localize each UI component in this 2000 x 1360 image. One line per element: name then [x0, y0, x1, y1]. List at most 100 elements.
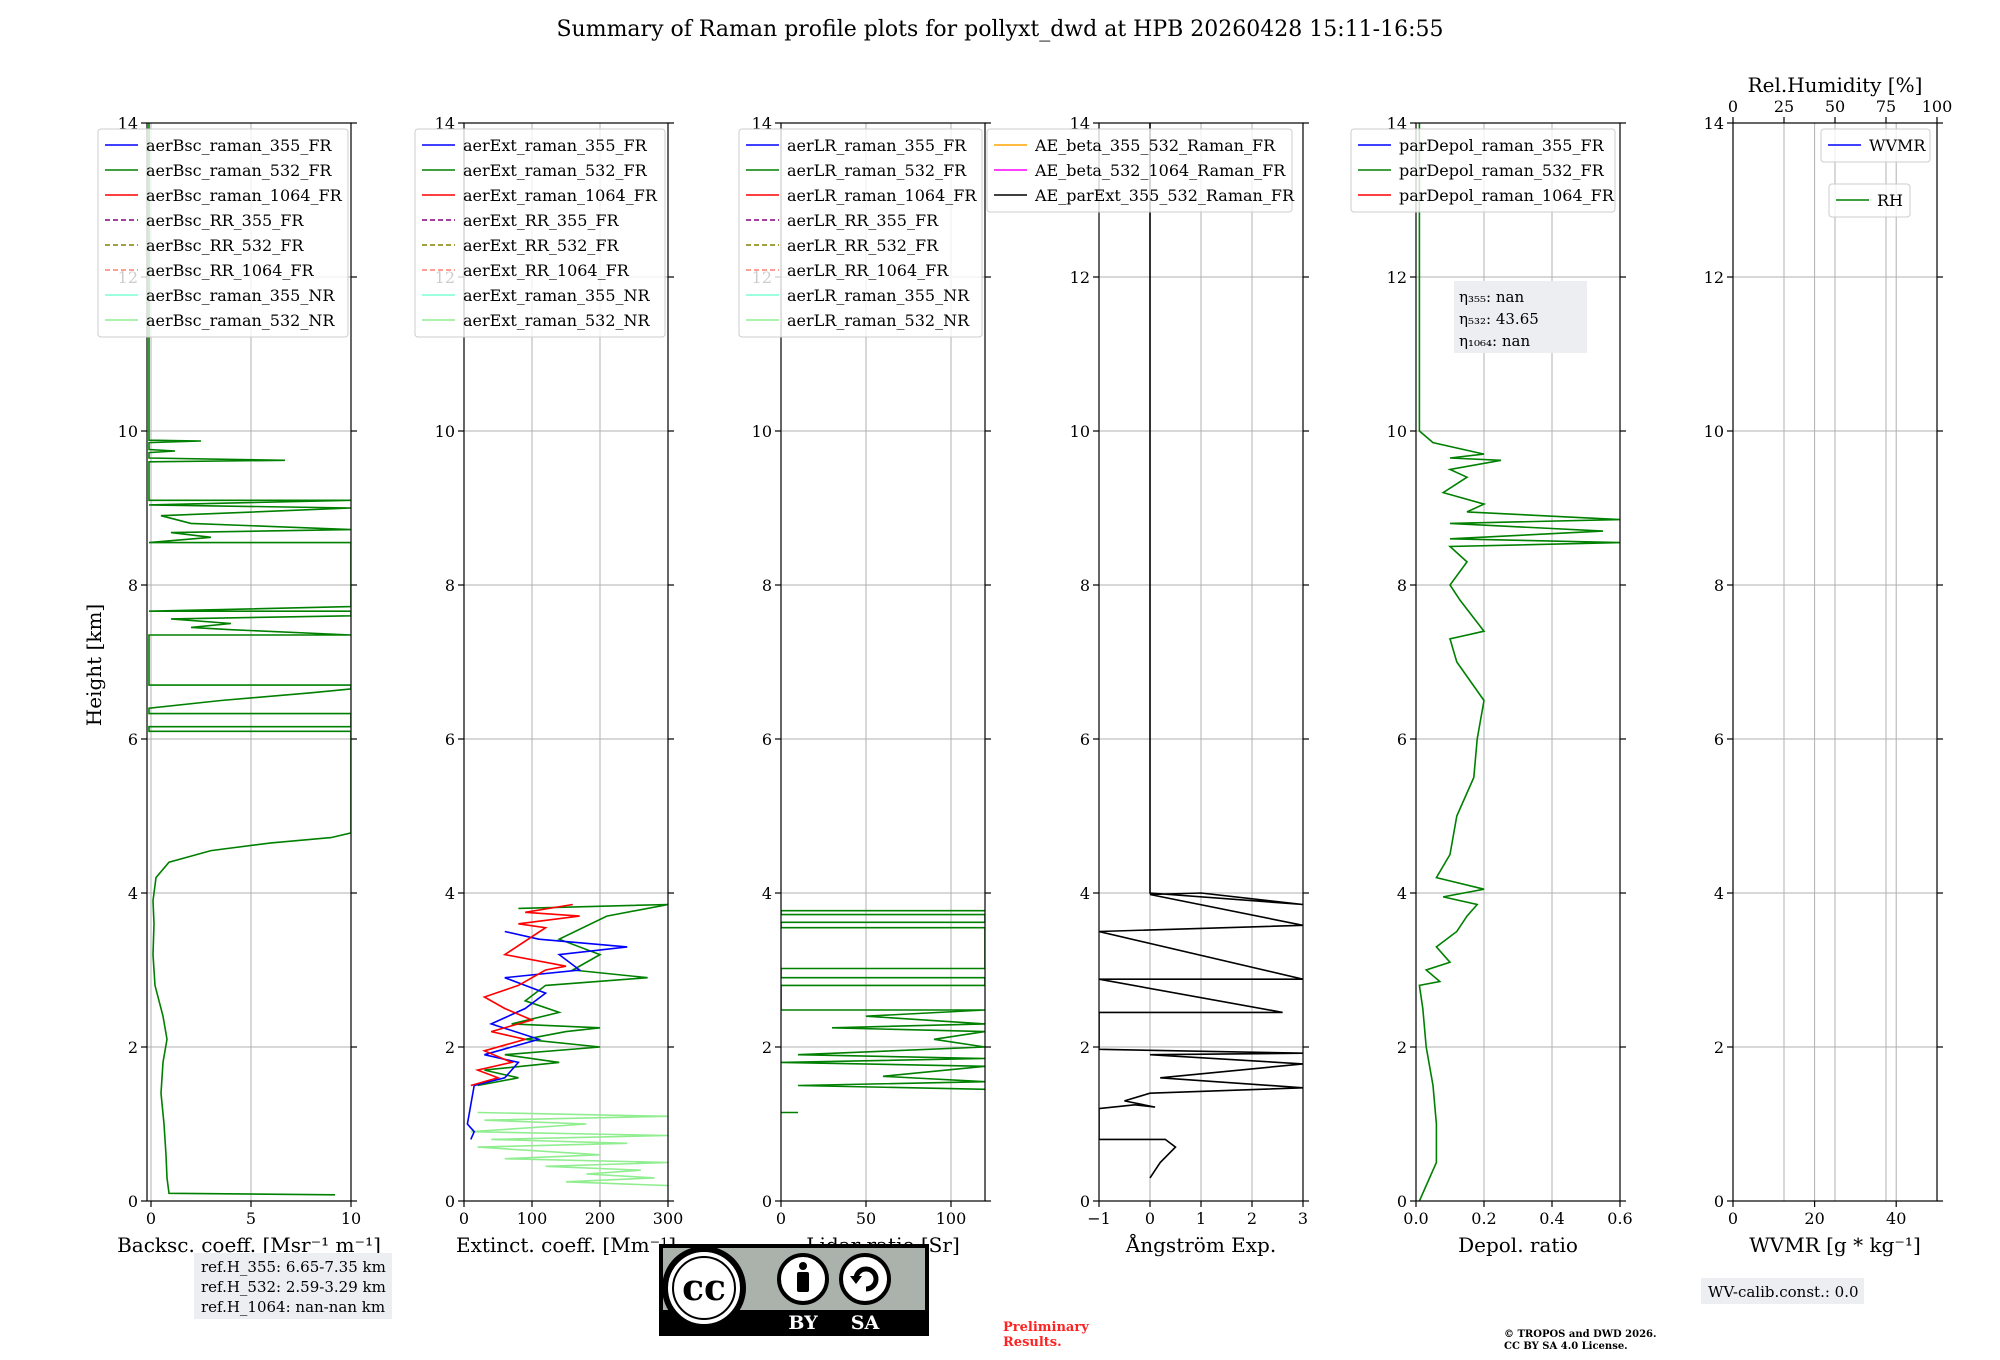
x-tick-label: 0 — [459, 1209, 469, 1228]
legend-label: aerExt_RR_1064_FR — [463, 261, 630, 280]
y-tick-label: 14 — [752, 114, 772, 133]
x-axis-label: Extinct. coeff. [Mm⁻¹] — [456, 1233, 676, 1257]
y-tick-label: 0 — [1714, 1192, 1724, 1211]
x-tick-label: 0.4 — [1539, 1209, 1564, 1228]
preliminary-line-1: Preliminary — [1003, 1320, 1089, 1335]
x-tick-label: 50 — [856, 1209, 876, 1228]
ref-heights-box: ref.H_355: 6.65-7.35 km ref.H_532: 2.59-… — [194, 1253, 392, 1319]
series-aerExt_raman_1064_FR — [470, 903, 580, 1087]
y-tick-label: 6 — [445, 730, 455, 749]
y-tick-label: 2 — [1714, 1038, 1724, 1057]
x-tick-label: 0 — [1728, 1209, 1738, 1228]
y-tick-label: 0 — [445, 1192, 455, 1211]
y-axis-label: Height [km] — [82, 604, 106, 726]
y-tick-label: 0 — [1397, 1192, 1407, 1211]
legend-label: aerBsc_RR_355_FR — [146, 211, 304, 230]
legend-label: parDepol_raman_1064_FR — [1399, 186, 1615, 205]
legend-label: aerExt_raman_532_FR — [463, 161, 648, 180]
y-tick-label: 6 — [128, 730, 138, 749]
legend: aerLR_raman_355_FR aerLR_raman_532_FR aerL… — [738, 128, 983, 338]
x-tick-label: 40 — [1886, 1209, 1906, 1228]
legend-label: aerLR_RR_355_FR — [787, 211, 939, 230]
y-tick-label: 8 — [445, 576, 455, 595]
y-tick-label: 12 — [1070, 268, 1090, 287]
legend-label: aerLR_raman_532_NR — [787, 311, 970, 330]
legend-label: aerLR_raman_1064_FR — [787, 186, 977, 205]
x-tick-label: 1 — [1196, 1209, 1206, 1228]
y-tick-label: 6 — [762, 730, 772, 749]
top-x-tick-label: 0 — [1728, 97, 1738, 116]
series-aerLR_raman_532_FR — [781, 909, 985, 1091]
x-axis-label: Ångström Exp. — [1125, 1232, 1276, 1257]
y-tick-label: 2 — [1080, 1038, 1090, 1057]
x-tick-label: 0.2 — [1471, 1209, 1496, 1228]
x-tick-label: 0 — [146, 1209, 156, 1228]
y-tick-label: 2 — [762, 1038, 772, 1057]
series-parDepol_raman_532_FR — [1418, 123, 1620, 1201]
legend-label: aerExt_RR_532_FR — [463, 236, 620, 255]
x-tick-label: 2 — [1247, 1209, 1257, 1228]
wv-calib-box: WV-calib.const.: 0.0 — [1701, 1278, 1864, 1304]
figure-title: Summary of Raman profile plots for polly… — [556, 17, 1443, 42]
y-tick-label: 0 — [1080, 1192, 1090, 1211]
legend-label: AE_beta_355_532_Raman_FR — [1034, 136, 1276, 155]
x-tick-label: 100 — [936, 1209, 967, 1228]
y-tick-label: 0 — [762, 1192, 772, 1211]
legend: AE_beta_355_532_Raman_FR AE_beta_532_1064… — [986, 128, 1295, 213]
y-tick-label: 8 — [762, 576, 772, 595]
legend-label: aerBsc_raman_532_NR — [146, 311, 335, 330]
panels-group: 024681012140510Backsc. coeff. [Msr⁻¹ m⁻¹… — [97, 73, 1953, 1257]
legend-label: aerBsc_raman_1064_FR — [146, 186, 343, 205]
top-x-tick-label: 75 — [1876, 97, 1896, 116]
series-aerExt_raman_355_FR — [466, 930, 628, 1140]
cc-logo-text: cc — [682, 1267, 726, 1309]
axes-frame — [463, 122, 669, 1202]
y-tick-label: 10 — [1070, 422, 1090, 441]
legend-label: parDepol_raman_532_FR — [1399, 161, 1605, 180]
y-tick-label: 14 — [118, 114, 138, 133]
legend-label: aerExt_raman_355_NR — [463, 286, 651, 305]
legend-label: aerLR_raman_355_NR — [787, 286, 970, 305]
legend-label: aerBsc_raman_355_FR — [146, 136, 332, 155]
y-tick-label: 8 — [1397, 576, 1407, 595]
legend-label: aerLR_raman_355_FR — [787, 136, 967, 155]
y-tick-label: 8 — [128, 576, 138, 595]
top-x-tick-label: 50 — [1825, 97, 1845, 116]
x-tick-label: 300 — [653, 1209, 684, 1228]
legend: WVMR — [1820, 128, 1931, 163]
ref-height-355: ref.H_355: 6.65-7.35 km — [201, 1258, 386, 1276]
legend-label: aerBsc_raman_355_NR — [146, 286, 335, 305]
legend-label: aerLR_RR_532_FR — [787, 236, 939, 255]
x-tick-label: 100 — [517, 1209, 548, 1228]
y-tick-label: 12 — [1704, 268, 1724, 287]
y-tick-label: 4 — [762, 884, 772, 903]
legend-label: aerBsc_RR_532_FR — [146, 236, 304, 255]
share-alike-icon — [839, 1253, 891, 1305]
legend-box — [97, 128, 349, 338]
series-AE_parExt_355_532_Raman_FR — [1099, 123, 1303, 1179]
eta-value: η₃₅₅: nan — [1459, 288, 1524, 306]
legend-box — [986, 128, 1293, 213]
license-by-label: BY — [788, 1312, 818, 1334]
axes-frame — [1415, 122, 1621, 1202]
x-tick-label: 10 — [341, 1209, 361, 1228]
panel-depolarization: 0 2 4 6 8 10 12 14 0.0 0.2 0.4 0.6 Depol. ratio parDe… — [1350, 114, 1633, 1257]
ref-height-1064: ref.H_1064: nan-nan km — [201, 1298, 385, 1316]
y-tick-label: 2 — [445, 1038, 455, 1057]
axes-frame — [146, 122, 352, 1202]
y-tick-label: 2 — [128, 1038, 138, 1057]
eta-annotation: η₃₅₅: nan η₅₃₂: 43.65 η₁₀₆₄: nan — [1454, 281, 1587, 353]
y-tick-label: 6 — [1714, 730, 1724, 749]
top-x-tick-label: 25 — [1774, 97, 1794, 116]
y-tick-label: 10 — [752, 422, 772, 441]
cc-license-badge: cc BY SA — [659, 1244, 929, 1336]
legend-label: AE_beta_532_1064_Raman_FR — [1034, 161, 1286, 180]
x-axis-label: WVMR [g * kg⁻¹] — [1749, 1233, 1921, 1257]
legend: parDepol_raman_355_FR parDepol_raman_532_… — [1350, 128, 1616, 213]
legend-label: aerExt_raman_355_FR — [463, 136, 648, 155]
x-tick-label: 0 — [1145, 1209, 1155, 1228]
y-tick-label: 14 — [1070, 114, 1090, 133]
wv-calib-const: WV-calib.const.: 0.0 — [1708, 1283, 1859, 1301]
